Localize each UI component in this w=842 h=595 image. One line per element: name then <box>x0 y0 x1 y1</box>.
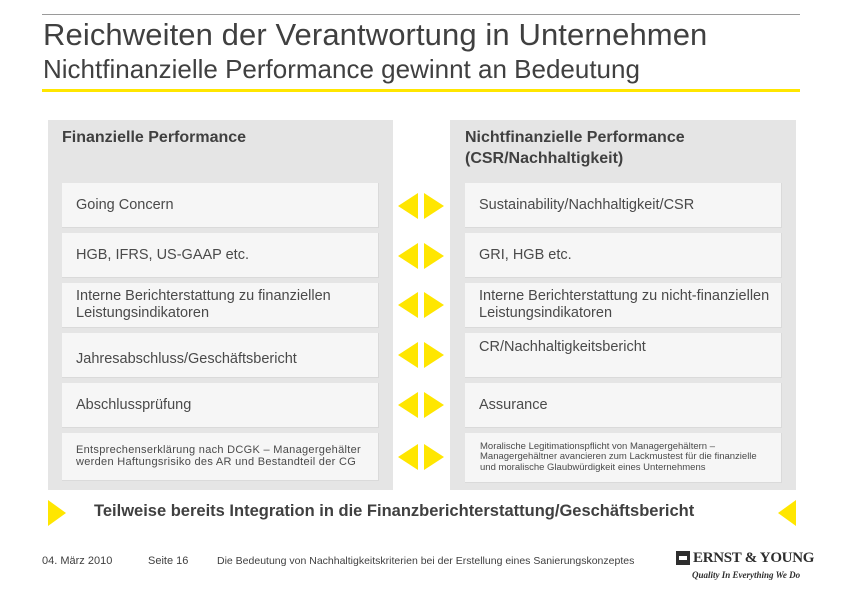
conclusion-text: Teilweise bereits Integration in die Fin… <box>94 502 695 520</box>
nonfinancial-item-assurance: Assurance <box>465 383 782 428</box>
top-divider <box>42 14 800 15</box>
arrow-left-icon <box>398 392 418 418</box>
financial-item-label: Interne Berichterstattung zu finanzielle… <box>76 288 331 321</box>
footer-page-number: Seite 16 <box>148 555 189 567</box>
financial-item-label: Jahresabschluss/Geschäftsbericht <box>76 350 297 367</box>
financial-item-internal-reporting: Interne Berichterstattung zu finanzielle… <box>62 283 379 328</box>
nonfinancial-item-label: Moralische Legitimationspflicht von Mana… <box>480 440 757 473</box>
arrow-left-icon <box>398 243 418 269</box>
page-subtitle: Nichtfinanzielle Performance gewinnt an … <box>43 54 640 84</box>
arrow-right-icon <box>424 292 444 318</box>
triangle-arrow-right-icon <box>48 500 66 526</box>
arrow-left-icon <box>398 292 418 318</box>
accent-divider <box>42 89 800 92</box>
arrow-right-icon <box>424 342 444 368</box>
nonfinancial-heading: Nichtfinanzielle Performance (CSR/Nachha… <box>465 129 685 167</box>
double-arrow-icon <box>398 193 444 219</box>
arrow-left-icon <box>398 444 418 470</box>
double-arrow-icon <box>398 243 444 269</box>
financial-item-label: HGB, IFRS, US-GAAP etc. <box>76 246 249 263</box>
financial-item-annual-report: Jahresabschluss/Geschäftsbericht <box>62 333 379 378</box>
footer-presentation-title: Die Bedeutung von Nachhaltigkeitskriteri… <box>217 555 635 567</box>
page-title: Reichweiten der Verantwortung in Unterne… <box>43 17 708 52</box>
logo-tagline: Quality In Everything We Do <box>692 570 801 580</box>
financial-item-label: Entsprechenserklärung nach DCGK – Manage… <box>76 444 361 468</box>
triangle-arrow-left-icon <box>778 500 796 526</box>
double-arrow-icon <box>398 444 444 470</box>
arrow-right-icon <box>424 444 444 470</box>
financial-item-dcgk: Entsprechenserklärung nach DCGK – Manage… <box>62 433 379 481</box>
nonfinancial-item-legitimation: Moralische Legitimationspflicht von Mana… <box>465 433 782 483</box>
double-arrow-icon <box>398 392 444 418</box>
nonfinancial-item-standards: GRI, HGB etc. <box>465 233 782 278</box>
logo-name: ERNST & YOUNG <box>693 550 815 566</box>
financial-item-going-concern: Going Concern <box>62 183 379 228</box>
financial-item-standards: HGB, IFRS, US-GAAP etc. <box>62 233 379 278</box>
financial-heading: Finanzielle Performance <box>62 129 247 146</box>
arrow-right-icon <box>424 193 444 219</box>
ernst-young-logo: ERNST & YOUNG Quality In Everything We D… <box>676 550 814 583</box>
arrow-right-icon <box>424 243 444 269</box>
double-arrow-icon <box>398 292 444 318</box>
arrow-left-icon <box>398 193 418 219</box>
arrow-right-icon <box>424 392 444 418</box>
nonfinancial-item-label: Sustainability/Nachhaltigkeit/CSR <box>479 196 695 213</box>
nonfinancial-item-label: CR/Nachhaltigkeitsbericht <box>479 339 646 355</box>
nonfinancial-item-internal-reporting: Interne Berichterstattung zu nicht-finan… <box>465 283 782 328</box>
financial-item-label: Going Concern <box>76 196 174 213</box>
nonfinancial-item-sustainability: Sustainability/Nachhaltigkeit/CSR <box>465 183 782 228</box>
logo-mark-icon <box>676 551 690 565</box>
financial-item-audit: Abschlussprüfung <box>62 383 379 428</box>
nonfinancial-item-label: Assurance <box>479 396 548 413</box>
double-arrow-icon <box>398 342 444 368</box>
footer-date: 04. März 2010 <box>42 555 113 567</box>
nonfinancial-item-cr-report: CR/Nachhaltigkeitsbericht <box>465 333 782 378</box>
nonfinancial-item-label: Interne Berichterstattung zu nicht-finan… <box>479 288 770 321</box>
arrow-left-icon <box>398 342 418 368</box>
nonfinancial-item-label: GRI, HGB etc. <box>479 246 572 263</box>
financial-item-label: Abschlussprüfung <box>76 396 192 413</box>
